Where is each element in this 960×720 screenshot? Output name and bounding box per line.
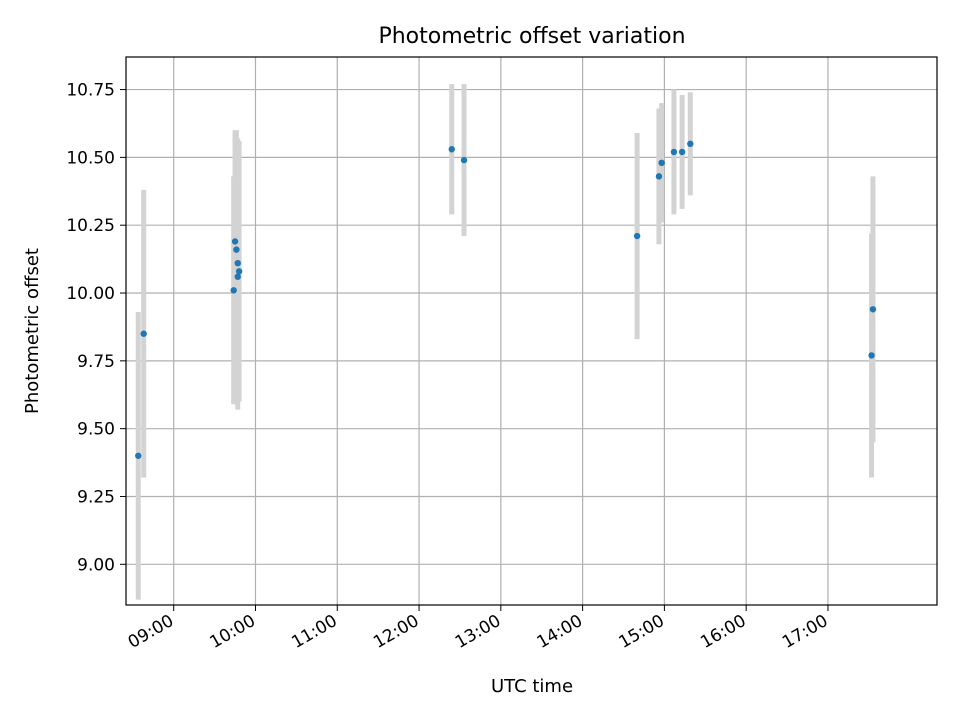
y-axis-ticks: 9.00 9.25 9.50 9.75 10.00 10.25 10.50 10.75	[66, 81, 126, 575]
y-tick-label: 10.75	[66, 81, 115, 101]
chart-title: Photometric offset variation	[378, 24, 685, 49]
data-point	[670, 148, 678, 156]
data-point	[869, 306, 877, 313]
data-point	[235, 268, 243, 275]
plot-frame	[125, 56, 938, 606]
data-point	[135, 452, 142, 459]
y-axis-label: Photometric offset	[22, 248, 43, 414]
data-point	[687, 140, 694, 148]
data-point	[234, 259, 241, 267]
data-point	[460, 156, 468, 164]
y-tick-label: 9.75	[77, 352, 115, 372]
y-tick-label: 9.00	[77, 555, 115, 575]
y-tick-label: 10.25	[66, 216, 115, 236]
data-point	[678, 148, 686, 156]
data-point	[658, 159, 665, 167]
x-axis-label: UTC time	[491, 676, 573, 697]
data-point	[448, 146, 455, 153]
grid-lines	[126, 57, 937, 605]
data-point	[233, 246, 240, 253]
data-point	[140, 330, 147, 337]
data-points	[135, 140, 877, 459]
y-tick-label: 10.00	[66, 284, 115, 304]
data-point	[655, 173, 663, 180]
data-point	[633, 232, 641, 240]
data-point	[868, 352, 875, 359]
y-tick-label: 9.50	[77, 420, 115, 440]
y-tick-label: 10.50	[66, 148, 115, 168]
data-point	[231, 238, 239, 245]
y-tick-label: 9.25	[77, 487, 115, 507]
data-point	[230, 287, 237, 294]
data-point	[234, 273, 241, 280]
